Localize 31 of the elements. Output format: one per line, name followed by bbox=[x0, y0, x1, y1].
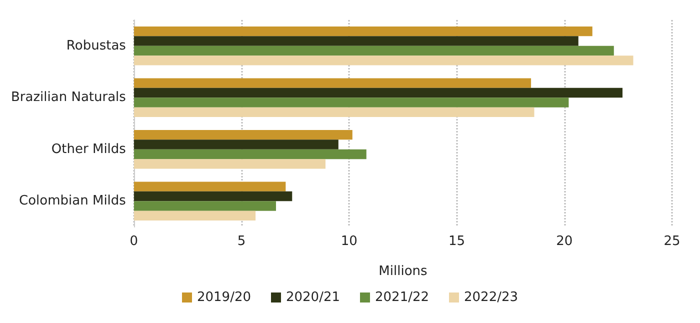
x-tick-label: 5 bbox=[237, 234, 246, 249]
bar bbox=[134, 130, 352, 140]
x-tick-label: 20 bbox=[556, 234, 573, 249]
bar bbox=[134, 36, 578, 46]
y-tick-label: Robustas bbox=[66, 38, 126, 54]
bar bbox=[134, 107, 534, 118]
bar bbox=[134, 159, 326, 169]
bar bbox=[134, 201, 276, 211]
bar bbox=[134, 56, 634, 66]
bar bbox=[134, 26, 592, 36]
x-axis-title: Millions bbox=[378, 264, 428, 279]
bar bbox=[134, 210, 256, 221]
bar bbox=[134, 98, 569, 108]
y-tick-label: Other Milds bbox=[51, 142, 126, 157]
legend-label: 2021/22 bbox=[375, 290, 430, 305]
bar bbox=[134, 88, 622, 98]
y-tick-label: Brazilian Naturals bbox=[10, 90, 126, 106]
bar bbox=[134, 191, 292, 202]
bar bbox=[134, 46, 614, 56]
bar bbox=[134, 149, 366, 160]
legend-label: 2022/23 bbox=[464, 290, 518, 305]
bar bbox=[134, 140, 338, 150]
x-tick-label: 15 bbox=[448, 234, 466, 249]
x-tick-label: 0 bbox=[130, 234, 138, 249]
x-tick-label: 25 bbox=[664, 234, 680, 249]
x-tick-label: 10 bbox=[340, 234, 358, 249]
bar bbox=[134, 78, 532, 88]
bar bbox=[134, 182, 286, 192]
legend-label: 2019/20 bbox=[196, 290, 252, 305]
y-tick-label: Colombian Milds bbox=[19, 194, 126, 209]
legend-label: 2020/21 bbox=[286, 290, 340, 305]
